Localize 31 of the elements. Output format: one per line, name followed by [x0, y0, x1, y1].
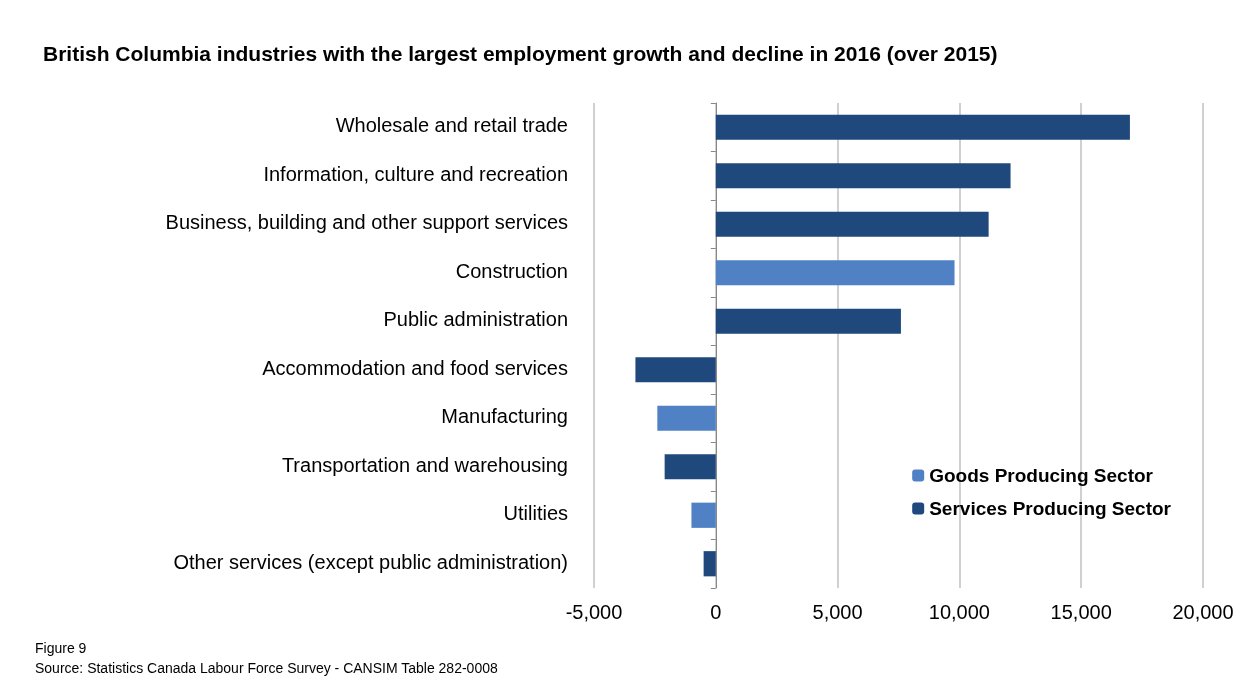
bar [657, 405, 716, 431]
legend-label: Goods Producing Sector [929, 465, 1154, 486]
y-tick-label: Construction [455, 259, 568, 282]
bar [635, 357, 716, 383]
x-tick-label: 0 [710, 601, 722, 623]
y-tick-label: Utilities [503, 502, 568, 525]
y-tick-label: Accommodation and food services [262, 356, 568, 379]
x-tick-label: 10,000 [928, 601, 990, 623]
bar [715, 163, 1011, 189]
y-tick-label: Business, building and other support services [165, 211, 568, 234]
y-tick-label: Transportation and warehousing [281, 453, 568, 476]
y-tick-label: Information, culture and recreation [263, 162, 568, 185]
y-tick-label: Other services (except public administration) [173, 550, 568, 573]
legend-label: Services Producing Sector [929, 498, 1172, 519]
bar [715, 308, 901, 334]
bar [664, 454, 716, 480]
x-tick-label: -5,000 [565, 601, 623, 623]
x-tick-label: 15,000 [1050, 601, 1112, 623]
bar [715, 211, 989, 237]
y-tick-label: Manufacturing [441, 405, 568, 428]
caption: Figure 9 [35, 640, 87, 656]
source-note: Source: Statistics Canada Labour Force Survey - CANSIM Table 282-0008 [35, 660, 498, 676]
bar [715, 114, 1130, 140]
y-tick-label: Public administration [383, 308, 568, 331]
bar [691, 502, 716, 528]
x-tick-label: 5,000 [812, 601, 863, 623]
bar [715, 260, 955, 286]
chart-title: British Columbia industries with the largest employment growth and decline in 2016 (over 2015) [43, 42, 998, 65]
y-tick-label: Wholesale and retail trade [335, 114, 568, 137]
x-tick-label: 20,000 [1172, 601, 1234, 623]
bar [703, 551, 716, 577]
